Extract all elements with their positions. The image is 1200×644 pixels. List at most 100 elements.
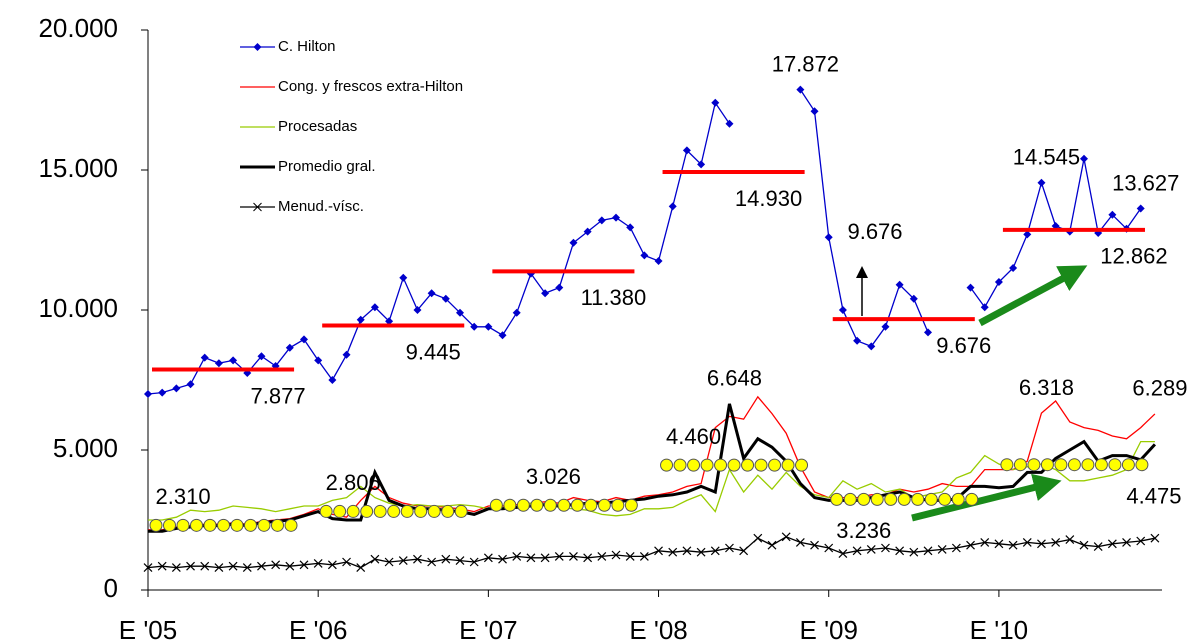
average-dot <box>584 498 598 512</box>
average-dot <box>190 518 203 532</box>
point <box>456 308 464 317</box>
average-dots <box>149 518 298 532</box>
average-dot <box>1054 458 1068 472</box>
point <box>385 317 394 326</box>
point <box>200 353 209 362</box>
point <box>512 308 521 317</box>
average-dot <box>857 492 871 506</box>
point <box>1108 210 1117 219</box>
legend-label: Menud.-vísc. <box>278 198 364 215</box>
point <box>611 550 621 560</box>
trend-arrow <box>978 265 1088 327</box>
point <box>1008 540 1018 550</box>
point <box>257 352 266 361</box>
point <box>299 560 309 570</box>
average-dot <box>1108 458 1122 472</box>
data-label: 13.627 <box>1112 170 1179 195</box>
point <box>739 546 749 556</box>
point <box>668 202 677 211</box>
average-dot <box>387 504 401 518</box>
average-dot <box>163 518 176 532</box>
series-line <box>147 89 1142 395</box>
point <box>541 289 550 298</box>
point <box>285 343 294 352</box>
point <box>512 551 522 561</box>
point <box>271 560 281 570</box>
point <box>157 561 167 571</box>
point <box>654 546 663 556</box>
average-dot <box>754 458 768 472</box>
average-dot <box>1135 458 1149 472</box>
average-dot <box>830 492 844 506</box>
average-dot <box>897 492 911 506</box>
point <box>229 356 238 365</box>
point <box>398 556 408 566</box>
average-dots <box>489 498 638 512</box>
point <box>753 533 763 543</box>
average-dot <box>768 458 782 472</box>
point <box>498 554 507 564</box>
average-dot <box>489 498 503 512</box>
point <box>654 257 663 265</box>
point <box>640 251 649 260</box>
average-dot <box>727 458 741 472</box>
point <box>441 554 451 564</box>
average-dot <box>1013 458 1027 472</box>
y-tick-label: 0 <box>104 573 118 603</box>
point <box>342 350 351 359</box>
point <box>923 546 933 556</box>
average-dot <box>1094 458 1108 472</box>
legend-label: Procesadas <box>278 118 357 135</box>
point <box>583 553 593 563</box>
point <box>158 388 167 397</box>
x-tick-label: E '06 <box>289 615 347 644</box>
annotation: 9.676 <box>847 219 902 244</box>
average-dot <box>516 498 530 512</box>
y-tick-label: 15.000 <box>38 153 118 183</box>
point <box>441 294 450 303</box>
point <box>810 540 819 550</box>
average-dot <box>557 498 571 512</box>
average-label: 2.806 <box>326 470 381 495</box>
point <box>569 238 578 247</box>
average-label: 12.862 <box>1100 244 1167 269</box>
y-tick-label: 20.000 <box>38 13 118 43</box>
average-dot <box>795 458 809 472</box>
average-dot <box>543 498 557 512</box>
average-dot <box>1027 458 1041 472</box>
point <box>1009 264 1018 272</box>
x-tick-label: E '07 <box>459 615 517 644</box>
point <box>639 551 649 561</box>
y-tick-label: 10.000 <box>38 293 118 323</box>
point <box>1093 542 1103 552</box>
point <box>597 216 606 225</box>
data-label: 14.545 <box>1013 145 1080 170</box>
point <box>980 537 990 547</box>
point <box>725 119 734 128</box>
average-dot <box>597 498 611 512</box>
point <box>314 356 323 365</box>
average-dot <box>714 458 728 472</box>
point <box>682 146 691 155</box>
average-dot <box>203 518 217 532</box>
legend-marker <box>253 202 262 212</box>
point <box>285 561 295 571</box>
average-dots <box>1000 458 1149 472</box>
legend-marker <box>253 43 262 51</box>
point <box>257 561 266 571</box>
average-dot <box>319 504 333 518</box>
legend-label: Cong. y frescos extra-Hilton <box>278 78 463 95</box>
average-dot <box>1067 458 1081 472</box>
point <box>200 561 210 571</box>
point <box>328 376 337 384</box>
average-dot <box>217 518 230 532</box>
point <box>228 561 238 571</box>
point <box>1079 540 1089 550</box>
point <box>242 563 252 573</box>
average-dot <box>454 504 468 518</box>
average-dots <box>660 458 809 472</box>
point <box>1023 230 1032 239</box>
point <box>767 540 777 550</box>
point <box>937 544 947 554</box>
point <box>781 532 791 542</box>
